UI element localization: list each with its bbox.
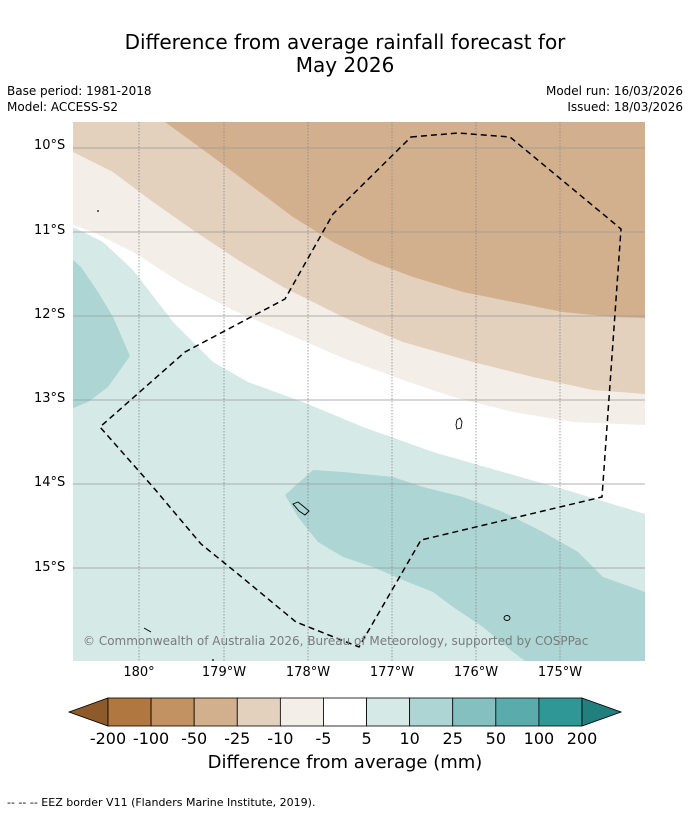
lat-label-11s: 11°S xyxy=(34,223,66,238)
eez-border xyxy=(98,132,622,648)
eez-footer-note: -- -- -- EEZ border V11 (Flanders Marine… xyxy=(7,796,316,809)
lat-label-13s: 13°S xyxy=(34,391,66,406)
lon-label-177w: 177°W xyxy=(369,665,415,680)
colorbar-segment--10-to--5 xyxy=(279,697,324,727)
island-islet xyxy=(143,627,152,633)
model-run: Model run: 16/03/2026 xyxy=(545,84,683,98)
colorbar-segment-10-to-25 xyxy=(409,697,454,727)
colorbar-segments xyxy=(68,697,622,727)
island-reef-west xyxy=(292,501,310,516)
lon-label-178w: 178°W xyxy=(285,665,331,680)
band-10-to-25-west xyxy=(73,260,130,408)
base-period: Base period: 1981-2018 xyxy=(7,84,152,98)
island-dot-2 xyxy=(212,659,214,661)
colorbar-tick-label: -25 xyxy=(224,729,251,748)
lat-label-12s: 12°S xyxy=(34,307,66,322)
colorbar-tick-label: -50 xyxy=(181,729,208,748)
copyright-text: © Commonwealth of Australia 2026, Bureau… xyxy=(83,634,588,648)
map-title: Difference from average rainfall forecas… xyxy=(0,31,690,77)
model-name: Model: ACCESS-S2 xyxy=(7,100,119,114)
colorbar xyxy=(68,697,622,727)
colorbar-tick-label: -200 xyxy=(89,729,127,748)
title-line-2: May 2026 xyxy=(295,53,395,77)
colorbar-tick-label: 25 xyxy=(442,729,463,748)
meta-left: Base period: 1981-2018 Model: ACCESS-S2 xyxy=(7,83,152,115)
title-line-1: Difference from average rainfall forecas… xyxy=(124,30,566,54)
graticule xyxy=(73,147,645,569)
band-minus-25-to-minus-50 xyxy=(165,122,645,318)
colorbar-segment--200-to--100 xyxy=(107,697,152,727)
colorbar-segment--25-to--10 xyxy=(236,697,281,727)
colorbar-tick-label: -10 xyxy=(267,729,294,748)
lat-label-10s: 10°S xyxy=(34,138,66,153)
band-10-to-25-south xyxy=(285,470,645,661)
rainfall-map: © Commonwealth of Australia 2026, Bureau… xyxy=(73,122,645,661)
colorbar-tick-label: -100 xyxy=(132,729,170,748)
colorbar-segment--50-to--25 xyxy=(193,697,238,727)
lat-label-15s: 15°S xyxy=(34,560,66,575)
lon-label-175w: 175°W xyxy=(537,665,583,680)
colorbar-extend-high xyxy=(581,697,622,727)
lon-label-180: 180° xyxy=(123,665,155,680)
island-dot xyxy=(97,210,99,212)
colorbar-segment-50-to-100 xyxy=(495,697,540,727)
colorbar-segment--100-to--50 xyxy=(150,697,195,727)
colorbar-extend-low xyxy=(68,697,109,727)
lon-label-176w: 176°W xyxy=(453,665,499,680)
issued-date: Issued: 18/03/2026 xyxy=(567,100,683,114)
colorbar-segment-5-to-10 xyxy=(366,697,411,727)
lon-label-179w: 179°W xyxy=(201,665,247,680)
colorbar-tick-label: 200 xyxy=(566,729,598,748)
colorbar-label: Difference from average (mm) xyxy=(207,752,483,773)
colorbar-tick-label: 10 xyxy=(399,729,420,748)
colorbar-segment--5-to-5 xyxy=(323,697,367,727)
island-small xyxy=(503,615,511,621)
colorbar-tick-label: 50 xyxy=(485,729,506,748)
colorbar-tick-label: -5 xyxy=(315,729,332,748)
lat-label-14s: 14°S xyxy=(34,475,66,490)
island-fakaofo xyxy=(455,417,463,430)
colorbar-segment-25-to-50 xyxy=(452,697,497,727)
colorbar-segment-100-to-200 xyxy=(538,697,583,727)
meta-right: Model run: 16/03/2026 Issued: 18/03/2026 xyxy=(546,83,683,115)
colorbar-tick-label: 5 xyxy=(361,729,372,748)
colorbar-tick-label: 100 xyxy=(523,729,555,748)
